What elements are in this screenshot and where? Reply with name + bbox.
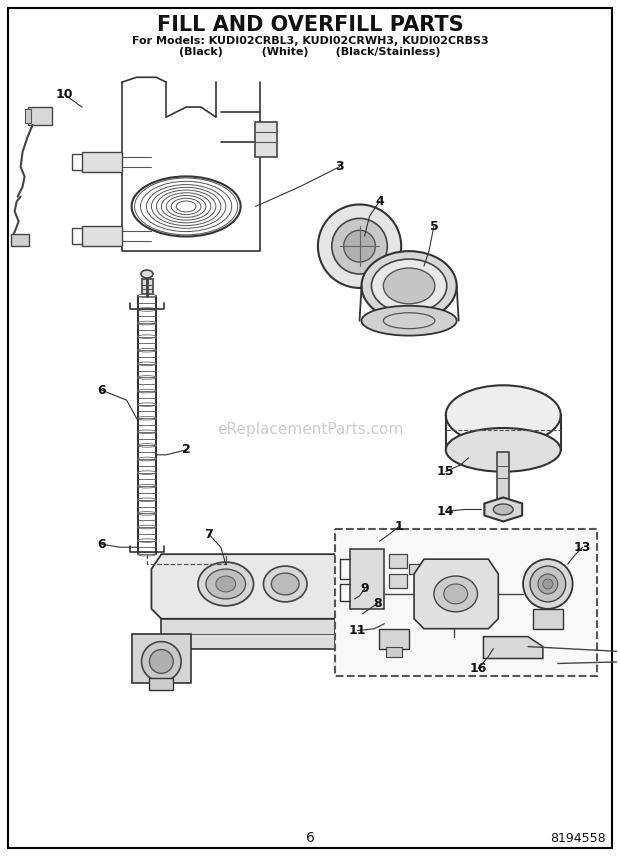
Bar <box>389 554 407 568</box>
Ellipse shape <box>198 562 254 606</box>
Ellipse shape <box>318 205 401 288</box>
Ellipse shape <box>264 566 307 602</box>
Bar <box>25 109 30 123</box>
Ellipse shape <box>216 576 236 592</box>
Ellipse shape <box>530 566 565 602</box>
Text: 4: 4 <box>375 195 384 208</box>
Polygon shape <box>82 152 122 172</box>
Text: 14: 14 <box>437 505 454 518</box>
Text: 9: 9 <box>360 582 369 596</box>
Ellipse shape <box>332 218 388 274</box>
Bar <box>386 646 402 657</box>
Ellipse shape <box>444 584 467 603</box>
Ellipse shape <box>371 259 447 312</box>
Bar <box>335 529 598 676</box>
Ellipse shape <box>339 586 355 606</box>
Ellipse shape <box>446 428 560 472</box>
Ellipse shape <box>341 603 353 620</box>
Ellipse shape <box>361 251 457 321</box>
Text: 6: 6 <box>97 383 106 396</box>
Ellipse shape <box>383 268 435 304</box>
Ellipse shape <box>523 559 573 609</box>
Text: 2: 2 <box>182 443 190 456</box>
Text: eReplacementParts.com: eReplacementParts.com <box>217 423 403 437</box>
Polygon shape <box>151 554 345 619</box>
Polygon shape <box>161 619 335 649</box>
Ellipse shape <box>543 579 553 589</box>
Bar <box>409 564 421 574</box>
Text: 3: 3 <box>335 160 344 173</box>
Bar <box>379 628 409 649</box>
Text: (Black)          (White)       (Black/Stainless): (Black) (White) (Black/Stainless) <box>179 47 441 57</box>
Polygon shape <box>350 550 384 609</box>
Polygon shape <box>82 226 122 247</box>
Text: 16: 16 <box>470 662 487 675</box>
Ellipse shape <box>538 574 558 594</box>
Text: 6: 6 <box>97 538 106 550</box>
Ellipse shape <box>343 591 351 601</box>
Text: 10: 10 <box>55 87 73 101</box>
Text: 7: 7 <box>205 528 213 541</box>
Text: 13: 13 <box>574 541 591 554</box>
Text: 15: 15 <box>437 465 454 479</box>
Polygon shape <box>484 497 522 521</box>
Text: For Models: KUDI02CRBL3, KUDI02CRWH3, KUDI02CRBS3: For Models: KUDI02CRBL3, KUDI02CRWH3, KU… <box>131 36 489 45</box>
Polygon shape <box>484 637 543 658</box>
Ellipse shape <box>141 642 181 681</box>
Polygon shape <box>131 633 191 683</box>
Text: 6: 6 <box>306 831 314 846</box>
Ellipse shape <box>206 569 246 599</box>
Bar <box>389 574 407 588</box>
Ellipse shape <box>149 650 173 674</box>
Bar <box>149 678 173 690</box>
Bar <box>141 279 153 294</box>
Text: 8: 8 <box>373 597 382 610</box>
Ellipse shape <box>361 306 457 336</box>
Ellipse shape <box>141 270 153 278</box>
Ellipse shape <box>343 230 375 262</box>
Polygon shape <box>414 559 498 628</box>
Text: 11: 11 <box>349 624 366 637</box>
Ellipse shape <box>446 385 560 445</box>
Ellipse shape <box>434 576 477 612</box>
Bar <box>27 107 52 125</box>
Text: 8194558: 8194558 <box>550 832 605 845</box>
Text: FILL AND OVERFILL PARTS: FILL AND OVERFILL PARTS <box>157 15 463 34</box>
Bar <box>11 235 29 247</box>
Bar <box>497 452 509 500</box>
Ellipse shape <box>494 504 513 515</box>
Text: 1: 1 <box>395 520 404 532</box>
Bar <box>533 609 563 628</box>
Bar <box>255 122 277 157</box>
Text: 5: 5 <box>430 220 438 233</box>
Ellipse shape <box>272 573 299 595</box>
